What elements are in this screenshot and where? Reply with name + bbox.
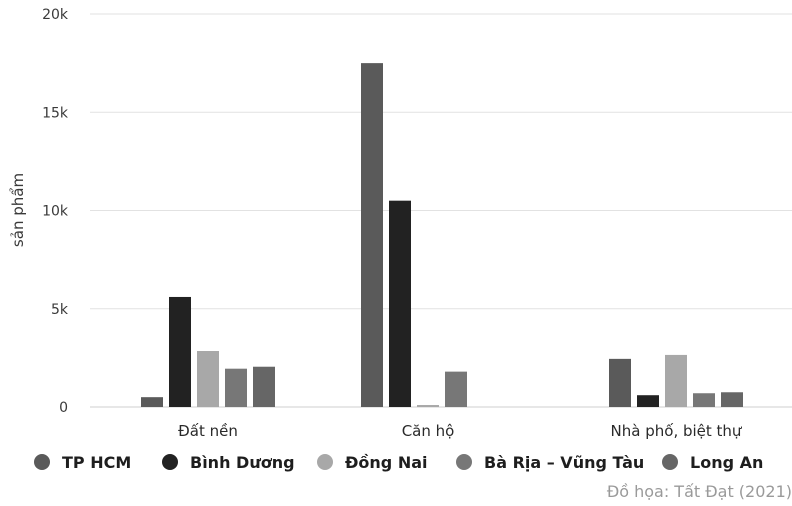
legend-label: Long An xyxy=(690,453,763,472)
x-axis-categories: Đất nền Căn hộ Nhà phố, biệt thự xyxy=(178,422,743,440)
legend-item[interactable]: Bà Rịa – Vũng Tàu xyxy=(456,453,644,472)
y-axis-label: sản phẩm xyxy=(9,173,27,247)
bar xyxy=(361,63,383,407)
bar xyxy=(445,371,467,407)
bar xyxy=(169,296,191,407)
bar xyxy=(253,366,275,407)
legend-marker xyxy=(162,454,178,470)
legend-marker xyxy=(456,454,472,470)
legend-item[interactable]: Đồng Nai xyxy=(317,453,427,472)
legend-marker xyxy=(662,454,678,470)
bars xyxy=(141,63,743,407)
legend-item[interactable]: TP HCM xyxy=(34,453,131,472)
y-tick-label: 15k xyxy=(42,105,69,121)
bar xyxy=(389,200,411,407)
bar xyxy=(637,395,659,407)
legend: TP HCM Bình Dương Đồng Nai Bà Rịa – Vũng Tà… xyxy=(34,453,763,472)
bar xyxy=(609,358,631,407)
bar xyxy=(665,354,687,407)
y-tick-label: 20k xyxy=(42,7,69,23)
legend-label: Đồng Nai xyxy=(345,453,427,472)
legend-label: Bình Dương xyxy=(190,453,295,472)
y-tick-label: 0 xyxy=(59,400,68,416)
bar xyxy=(225,368,247,407)
bar xyxy=(417,405,439,407)
x-category-label: Đất nền xyxy=(178,422,238,440)
legend-marker xyxy=(317,454,333,470)
legend-marker xyxy=(34,454,50,470)
bar xyxy=(721,392,743,407)
y-tick-label: 5k xyxy=(51,302,69,318)
y-axis-ticks: 0 5k 10k 15k 20k xyxy=(42,7,69,416)
legend-item[interactable]: Long An xyxy=(662,453,763,472)
bar xyxy=(197,350,219,407)
legend-item[interactable]: Bình Dương xyxy=(162,453,295,472)
y-tick-label: 10k xyxy=(42,204,69,220)
legend-label: Bà Rịa – Vũng Tàu xyxy=(484,453,644,472)
legend-label: TP HCM xyxy=(62,453,131,472)
bar xyxy=(693,393,715,407)
bar xyxy=(141,397,163,407)
credit-text: Đồ họa: Tất Đạt (2021) xyxy=(606,482,792,501)
x-category-label: Căn hộ xyxy=(402,422,455,440)
x-category-label: Nhà phố, biệt thự xyxy=(611,422,743,440)
gridlines xyxy=(90,13,792,408)
